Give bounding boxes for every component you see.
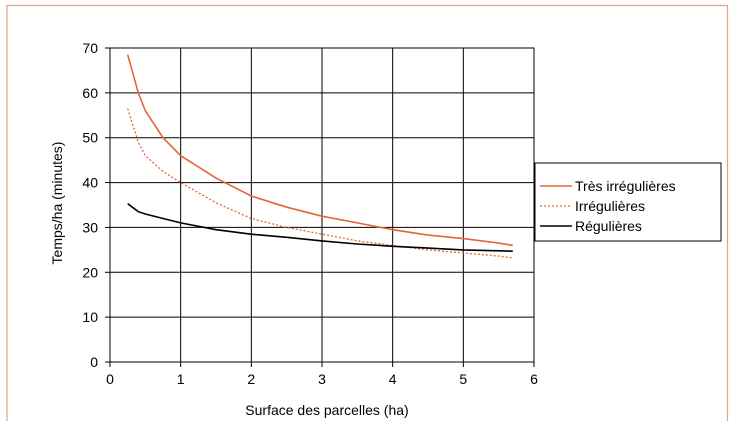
series-line-3 (127, 203, 513, 252)
y-tick-label: 50 (82, 130, 98, 146)
legend-label-3: Régulières (575, 218, 642, 234)
y-tick-label: 70 (82, 40, 98, 56)
series-lines (126, 54, 513, 259)
x-tick-label: 1 (177, 371, 185, 387)
y-tick-label: 20 (82, 264, 98, 280)
x-tick-label: 5 (459, 371, 467, 387)
legend-box (534, 162, 722, 242)
outer-border (6, 4, 729, 421)
legend: Très irrégulières Irrégulières Régulières (534, 162, 722, 242)
y-tick-label: 60 (82, 85, 98, 101)
y-tick-label: 10 (82, 309, 98, 325)
legend-label-1: Très irrégulières (575, 178, 676, 194)
axes (105, 47, 535, 367)
x-tick-label: 4 (389, 371, 397, 387)
series-line-1 (126, 54, 513, 247)
y-tick-label: 0 (90, 354, 98, 370)
grid-lines (110, 48, 534, 362)
x-tick-label: 2 (247, 371, 255, 387)
y-tick-label: 40 (82, 175, 98, 191)
y-axis-label: Temps/ha (minutes) (49, 142, 65, 265)
x-axis-label: Surface des parcelles (ha) (245, 402, 408, 418)
x-tick-label: 0 (106, 371, 114, 387)
x-tick-label: 6 (530, 371, 538, 387)
legend-label-2: Irrégulières (575, 198, 645, 214)
x-tick-label: 3 (318, 371, 326, 387)
y-tick-label: 30 (82, 219, 98, 235)
series-line-2 (127, 108, 513, 259)
